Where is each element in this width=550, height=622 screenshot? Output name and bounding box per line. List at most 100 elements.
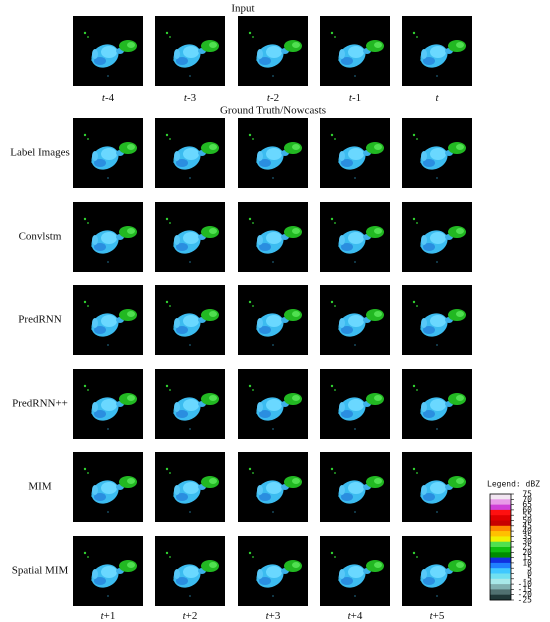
legend-tick-label: 75 <box>522 490 532 499</box>
radar-image <box>73 285 143 355</box>
color-band <box>490 520 511 527</box>
row-label: PredRNN++ <box>12 398 68 410</box>
legend-tick-label: 65 <box>522 500 532 509</box>
color-band <box>490 504 511 511</box>
radar-image <box>155 285 225 355</box>
radar-image <box>155 536 225 606</box>
radar-image <box>238 452 308 522</box>
legend-tick-label: 30 <box>522 537 532 546</box>
time-label: t+2 <box>183 610 198 622</box>
radar-image <box>320 369 390 439</box>
color-band <box>490 509 511 516</box>
time-label: t-1 <box>349 92 361 104</box>
color-band <box>490 536 511 542</box>
radar-image <box>73 202 143 272</box>
legend-tick-label: -10 <box>518 580 533 589</box>
time-offset: +5 <box>433 610 445 622</box>
time-symbol: t <box>184 92 188 104</box>
color-band <box>490 568 511 574</box>
legend-tick-label: 40 <box>522 527 532 536</box>
time-symbol: t <box>349 92 353 104</box>
time-label: t+3 <box>266 610 281 622</box>
time-offset: +4 <box>351 610 363 622</box>
row-label: Spatial MIM <box>12 565 69 577</box>
radar-image <box>155 202 225 272</box>
radar-image <box>155 118 225 188</box>
legend-tick-label: 70 <box>522 495 532 504</box>
radar-image <box>320 452 390 522</box>
radar-image <box>402 118 472 188</box>
legend-tick-label: 60 <box>522 505 532 514</box>
radar-image <box>402 16 472 86</box>
row-label: MIM <box>28 481 51 493</box>
legend-tick-label: 25 <box>522 543 532 552</box>
radar-image <box>320 285 390 355</box>
row-label: Convlstm <box>19 231 62 243</box>
color-band <box>490 541 511 548</box>
time-label: t+1 <box>101 610 116 622</box>
time-label: t+4 <box>348 610 363 622</box>
time-symbol: t <box>266 610 270 622</box>
radar-image <box>320 536 390 606</box>
legend-tick-label: 35 <box>522 532 532 541</box>
color-band <box>490 589 511 595</box>
color-band <box>490 547 511 553</box>
legend-tick-label: -20 <box>518 590 533 599</box>
time-offset: -3 <box>187 92 197 104</box>
time-symbol: t <box>183 610 187 622</box>
time-label: t+5 <box>430 610 445 622</box>
time-offset: +2 <box>186 610 198 622</box>
nowcasts-title: Ground Truth/Nowcasts <box>220 105 326 117</box>
legend-tick-label: -5 <box>522 574 532 583</box>
legend-tick-label: 45 <box>522 521 532 530</box>
radar-image <box>73 452 143 522</box>
legend-tick-label: 55 <box>522 511 532 520</box>
radar-image <box>402 285 472 355</box>
radar-image <box>238 369 308 439</box>
color-band <box>490 562 511 569</box>
legend-tick-label: 0 <box>527 569 532 578</box>
legend-tick-label: 50 <box>522 516 532 525</box>
legend-title: Legend: dBZ <box>487 480 540 489</box>
time-offset: -4 <box>105 92 115 104</box>
radar-image <box>402 202 472 272</box>
color-band <box>490 494 511 500</box>
legend-tick-label: 15 <box>522 553 532 562</box>
color-band <box>490 557 511 564</box>
time-symbol: t <box>430 610 434 622</box>
radar-image <box>320 202 390 272</box>
time-symbol: t <box>435 92 439 104</box>
radar-image <box>238 118 308 188</box>
radar-image <box>402 369 472 439</box>
radar-image <box>238 536 308 606</box>
radar-image <box>402 536 472 606</box>
radar-image <box>320 16 390 86</box>
time-symbol: t <box>267 92 271 104</box>
radar-image <box>238 285 308 355</box>
time-label: t <box>435 92 439 104</box>
radar-image <box>402 452 472 522</box>
row-label: Label Images <box>10 147 70 159</box>
color-band <box>490 584 511 590</box>
legend-tick-label: -25 <box>518 596 533 605</box>
legend-tick-label: 5 <box>527 564 532 573</box>
color-band <box>490 499 511 505</box>
radar-image <box>238 202 308 272</box>
input-title: Input <box>231 3 254 15</box>
time-symbol: t <box>102 92 106 104</box>
color-band <box>490 573 511 580</box>
time-label: t-2 <box>267 92 279 104</box>
time-symbol: t <box>348 610 352 622</box>
legend-tick-label: 20 <box>522 548 532 557</box>
time-offset: +3 <box>269 610 281 622</box>
radar-image <box>73 536 143 606</box>
color-band <box>490 531 511 537</box>
radar-image <box>155 369 225 439</box>
color-band <box>490 525 511 532</box>
time-label: t-4 <box>102 92 115 104</box>
time-offset: +1 <box>104 610 116 622</box>
time-label: t-3 <box>184 92 197 104</box>
color-band <box>490 552 511 558</box>
